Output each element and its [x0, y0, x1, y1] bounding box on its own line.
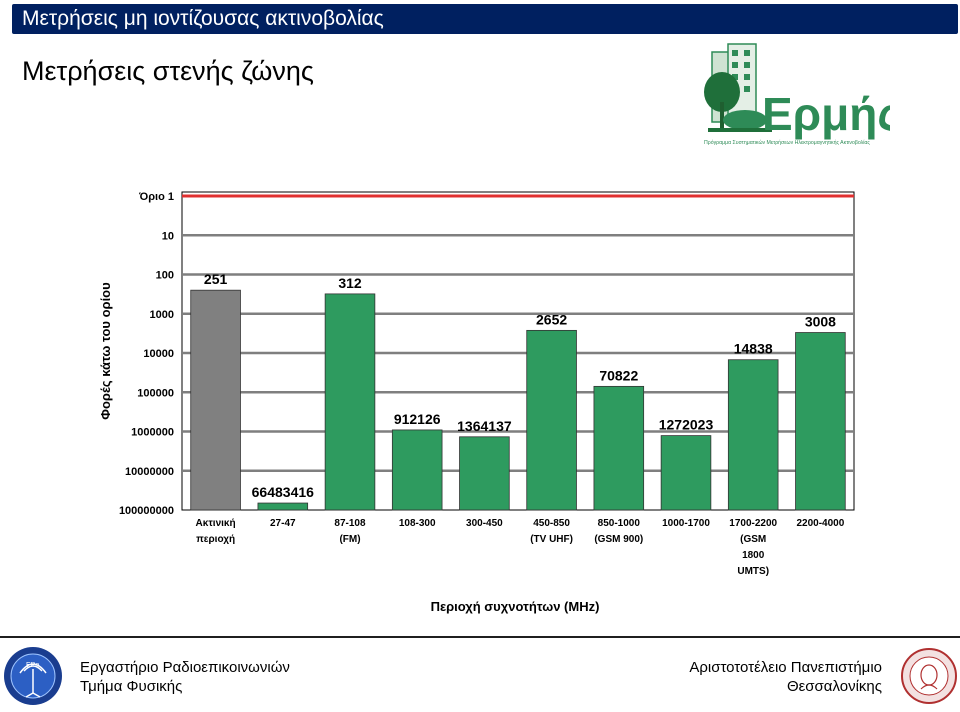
slide-title: Μετρήσεις μη ιοντίζουσας ακτινοβολίας [22, 7, 384, 30]
x-tick-label: 450-850 [533, 518, 570, 529]
data-label: 1272023 [659, 417, 714, 433]
y-tick-label: 1000 [150, 309, 174, 321]
bar [391, 429, 443, 511]
x-tick-labels: Ακτινική περιοχή 27-47 87-108 (FM) 108-300 300… [196, 518, 845, 577]
data-label: 14838 [734, 341, 773, 357]
lab-logo: ЕРο [2, 645, 64, 707]
bar [190, 289, 241, 511]
y-axis-label: Φορές κάτω του ορίου [98, 282, 113, 420]
bar [795, 332, 846, 511]
header-bar: Μετρήσεις μη ιοντίζουσας ακτινοβολίας [12, 4, 958, 34]
y-tick-label: 100000 [137, 387, 174, 399]
data-label: 3008 [805, 314, 836, 330]
data-label: 70822 [599, 367, 638, 383]
hermes-logo: Ερμής Πρόγραμμα Συστηματικών Μετρήσεων Η… [700, 42, 901, 152]
x-tick-label: UMTS) [737, 566, 769, 577]
data-labels: 251 66483416 312 912126 1364137 2652 70822 1272… [204, 271, 836, 500]
svg-text:ЕРο: ЕРο [26, 662, 39, 669]
logo-tagline: Πρόγραμμα Συστηματικών Μετρήσεων Ηλεκτρο… [704, 139, 870, 146]
data-label: 66483416 [252, 484, 315, 500]
footer-department: Τμήμα Φυσικής [80, 678, 183, 695]
x-tick-label: Ακτινική [196, 518, 236, 529]
footer-divider [0, 636, 960, 638]
footer-right: Αριστοτοτέλειο Πανεπιστήμιο Θεσσαλονίκης [689, 658, 882, 696]
x-tick-label: (TV UHF) [530, 534, 573, 545]
data-label: 1364137 [457, 418, 512, 434]
bar [459, 436, 510, 511]
y-tick-label: 10000000 [125, 466, 174, 478]
data-label: 312 [338, 275, 362, 291]
data-label: 251 [204, 271, 228, 287]
footer-lab-name: Εργαστήριο Ραδιοεπικοινωνιών [80, 659, 290, 676]
x-tick-label: 1700-2200 [729, 518, 777, 529]
y-tick-label: 10000 [143, 348, 174, 360]
x-tick-label: 108-300 [399, 518, 436, 529]
y-tick-labels: Όριο 1 10 100 1000 10000 100000 1000000 1000000… [119, 191, 174, 517]
x-tick-label: 1800 [742, 550, 765, 561]
data-label: 2652 [536, 311, 567, 327]
footer-left: Εργαστήριο Ραδιοεπικοινωνιών Τμήμα Φυσικ… [80, 658, 290, 696]
y-tick-label: 100 [156, 270, 174, 282]
footer-university: Αριστοτοτέλειο Πανεπιστήμιο [689, 659, 882, 676]
x-tick-label: (FM) [339, 534, 360, 545]
bar-chart: Όριο 1 10 100 1000 10000 100000 1000000 1000000… [90, 180, 870, 620]
bar [526, 329, 577, 511]
x-tick-label: 850-1000 [598, 518, 641, 529]
x-tick-label: 2200-4000 [796, 518, 844, 529]
y-tick-label: 100000000 [119, 505, 174, 517]
x-axis-label: Περιοχή συχνοτήτων (MHz) [431, 599, 600, 614]
slide-subtitle: Μετρήσεις στενής ζώνης [22, 56, 314, 86]
bar [727, 359, 779, 511]
x-tick-label: (GSM 900) [594, 534, 643, 545]
x-tick-label: 300-450 [466, 518, 503, 529]
y-tick-label: 10 [162, 230, 174, 242]
x-tick-label: περιοχή [196, 534, 235, 545]
x-tick-label: 87-108 [334, 518, 366, 529]
logo-text: Ερμής [762, 88, 890, 140]
bar [324, 293, 376, 511]
data-label: 912126 [394, 411, 441, 427]
footer-city: Θεσσαλονίκης [786, 678, 882, 695]
x-tick-label: 27-47 [270, 518, 296, 529]
bar [257, 502, 309, 511]
bars [190, 289, 846, 511]
x-tick-label: 1000-1700 [662, 518, 710, 529]
y-tick-label: Όριο 1 [138, 191, 174, 203]
antenna-icon [19, 663, 47, 698]
bar [660, 435, 712, 511]
y-tick-label: 1000000 [131, 427, 174, 439]
bar [593, 385, 645, 511]
x-tick-label: (GSM [740, 534, 766, 545]
university-seal-icon [900, 645, 958, 707]
building-tree-icon [704, 43, 772, 132]
